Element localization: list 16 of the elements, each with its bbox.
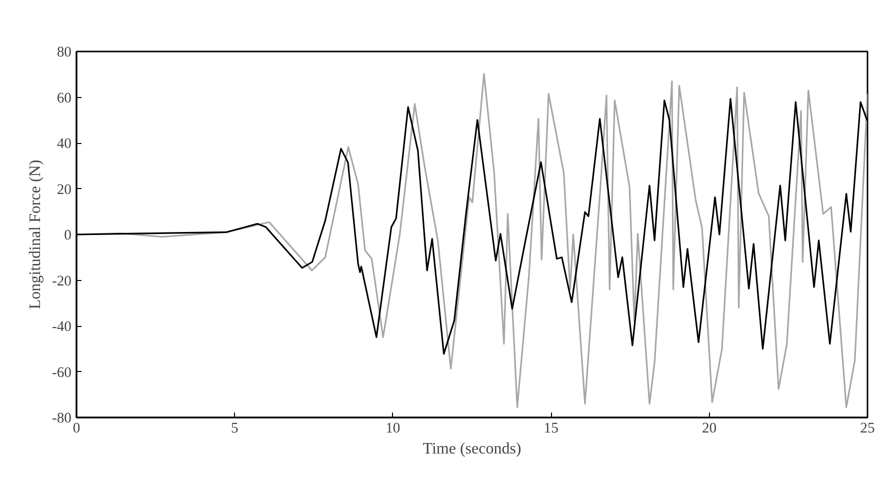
y-axis-title: Longitudinal Force (N) <box>26 160 44 310</box>
y-tick-label: 40 <box>56 136 72 152</box>
x-tick-label: 25 <box>860 420 875 436</box>
y-tick-label: -40 <box>52 319 72 335</box>
x-tick-label: 20 <box>702 420 717 436</box>
y-tick-label: 0 <box>64 228 72 244</box>
x-tick-label: 15 <box>544 420 558 436</box>
x-tick-label: 5 <box>231 420 238 436</box>
y-tick-label: -80 <box>52 410 72 426</box>
x-axis-title: Time (seconds) <box>422 440 522 458</box>
y-tick-label: 80 <box>56 44 72 60</box>
x-tick-label: 10 <box>386 420 400 436</box>
y-tick-label: -60 <box>52 364 72 381</box>
y-tick-label: -20 <box>52 273 72 290</box>
y-tick-label: 60 <box>56 90 72 106</box>
y-tick-label: 20 <box>56 182 72 198</box>
